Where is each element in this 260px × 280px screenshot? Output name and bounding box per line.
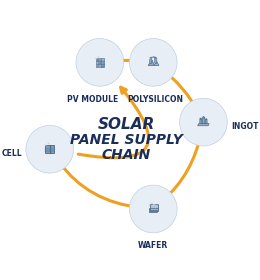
Polygon shape [200,119,202,124]
Text: PANEL SUPPLY: PANEL SUPPLY [70,133,183,147]
Polygon shape [151,204,158,208]
Polygon shape [148,57,150,59]
Polygon shape [99,58,101,61]
Polygon shape [101,61,104,64]
Polygon shape [151,202,153,204]
Polygon shape [150,207,158,211]
Polygon shape [101,64,104,67]
Polygon shape [201,115,203,117]
FancyBboxPatch shape [150,58,152,63]
Polygon shape [154,62,159,66]
Polygon shape [151,56,153,58]
Polygon shape [45,144,47,146]
Polygon shape [150,206,158,210]
Polygon shape [205,118,207,120]
Polygon shape [148,204,150,206]
Circle shape [129,39,177,86]
FancyArrowPatch shape [160,67,198,112]
Text: CELL: CELL [2,149,22,158]
Polygon shape [96,58,98,61]
Polygon shape [95,57,97,59]
FancyArrowPatch shape [105,58,145,64]
Text: CHAIN: CHAIN [102,148,151,162]
Polygon shape [148,60,154,66]
Circle shape [26,125,74,173]
Text: INGOT: INGOT [231,122,258,131]
Text: PV MODULE: PV MODULE [67,95,118,104]
Polygon shape [200,118,202,119]
Polygon shape [198,124,209,126]
FancyArrowPatch shape [164,132,201,200]
Polygon shape [98,56,100,58]
Polygon shape [203,116,205,118]
Text: POLYSILICON: POLYSILICON [128,95,184,104]
Polygon shape [149,208,157,212]
Polygon shape [198,117,200,119]
Text: SOLAR: SOLAR [98,117,155,132]
Polygon shape [47,143,49,144]
Circle shape [180,98,227,146]
Polygon shape [99,61,101,64]
Polygon shape [205,120,207,124]
FancyArrowPatch shape [78,87,148,158]
Circle shape [76,39,124,86]
Polygon shape [99,64,101,67]
Circle shape [129,185,177,233]
FancyArrowPatch shape [60,162,140,207]
Text: WAFER: WAFER [138,241,168,250]
Polygon shape [45,145,54,153]
Polygon shape [202,118,205,124]
Polygon shape [96,61,98,64]
Polygon shape [96,64,98,67]
Polygon shape [101,58,104,61]
FancyBboxPatch shape [155,58,157,63]
